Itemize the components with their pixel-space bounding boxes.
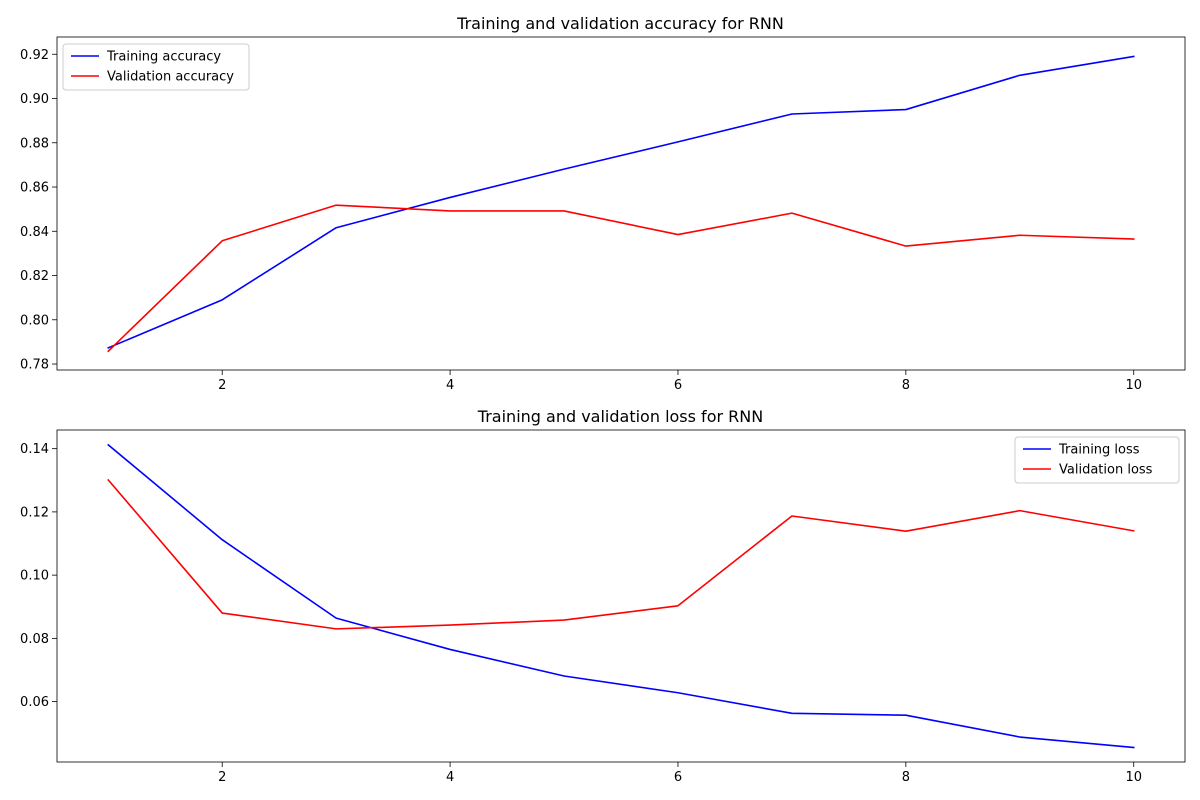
y-tick-label: 0.84	[20, 225, 49, 240]
x-tick-label: 4	[446, 770, 454, 785]
series-line-training	[107, 55, 1135, 349]
y-tick-label: 0.90	[20, 92, 49, 107]
y-tick-label: 0.88	[20, 136, 49, 151]
axes-frame	[56, 36, 1186, 371]
accuracy-chart: Training and validation accuracy for RNN…	[20, 14, 1186, 393]
x-tick-label: 6	[674, 770, 682, 785]
x-tick-label: 6	[674, 378, 682, 393]
x-tick-label: 8	[902, 770, 910, 785]
x-tick-label: 4	[446, 378, 454, 393]
x-tick-label: 10	[1125, 770, 1142, 785]
chart-title: Training and validation loss for RNN	[477, 407, 763, 426]
legend: Training accuracy Validation accuracy	[62, 43, 250, 91]
y-tick-label: 0.80	[20, 313, 49, 328]
legend-box	[1014, 436, 1180, 484]
loss-chart: Training and validation loss for RNN 2 4 6…	[20, 407, 1186, 785]
series-line-validation	[107, 204, 1135, 353]
x-tick-label: 10	[1125, 378, 1142, 393]
series-line-training	[107, 443, 1135, 749]
y-tick-label: 0.78	[20, 358, 49, 373]
y-tick-label: 0.86	[20, 181, 49, 196]
axes-frame	[56, 429, 1186, 763]
legend-box	[62, 43, 250, 91]
y-tick-label: 0.82	[20, 269, 49, 284]
x-tick-label: 2	[218, 770, 226, 785]
legend-label: Training accuracy	[106, 50, 221, 65]
x-tick-label: 8	[902, 378, 910, 393]
x-tick-label: 2	[218, 378, 226, 393]
legend-label: Validation accuracy	[107, 70, 234, 85]
legend-label: Training loss	[1058, 443, 1140, 458]
legend: Training loss Validation loss	[1014, 436, 1180, 484]
y-tick-label: 0.10	[20, 569, 49, 584]
y-tick-label: 0.92	[20, 48, 49, 63]
chart-title: Training and validation accuracy for RNN	[456, 14, 784, 33]
y-tick-label: 0.12	[20, 505, 49, 520]
legend-label: Validation loss	[1059, 463, 1153, 478]
y-tick-label: 0.08	[20, 632, 49, 647]
y-tick-label: 0.06	[20, 695, 49, 710]
y-tick-label: 0.14	[20, 442, 49, 457]
series-line-validation	[107, 478, 1135, 630]
